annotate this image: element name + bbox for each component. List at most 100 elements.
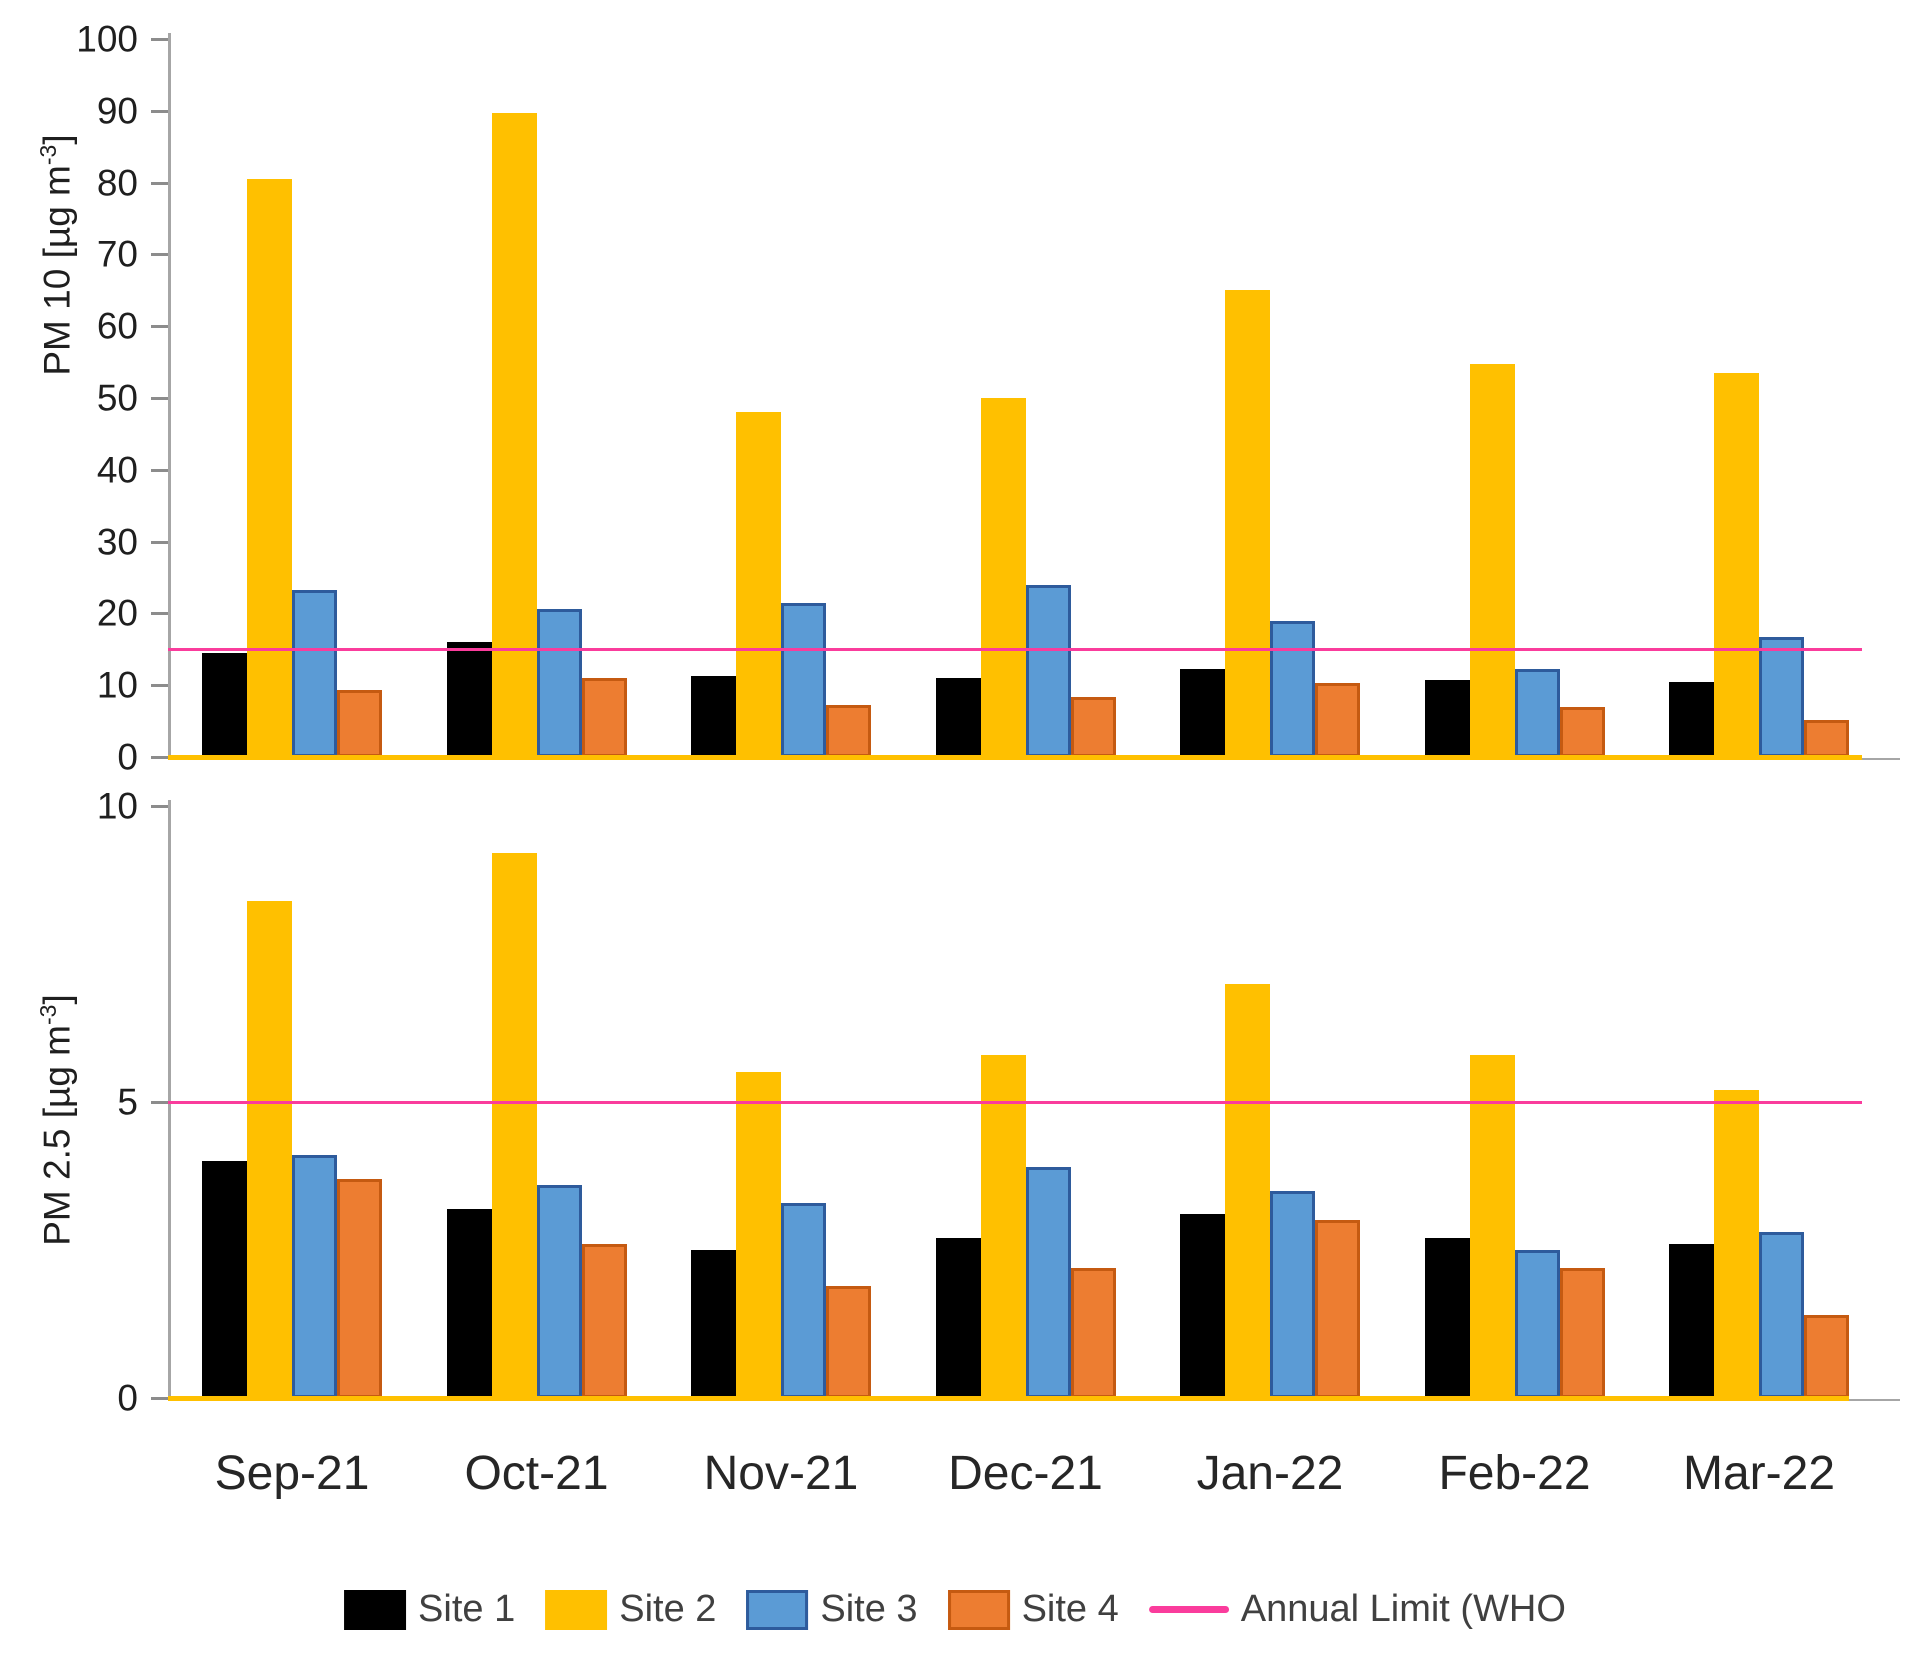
bar-site2-mar-22	[1714, 1090, 1759, 1398]
bar-site2-oct-21	[491, 853, 537, 1398]
y-tick-mark	[151, 109, 168, 113]
bar-site4-sep-21	[337, 1178, 382, 1398]
legend-label: Annual Limit (WHO	[1240, 1588, 1566, 1630]
legend-swatch-site2	[545, 1589, 608, 1630]
y-tick-mark	[151, 540, 168, 544]
pm10-axis-title-suffix: ]	[36, 134, 78, 145]
legend-swatch-site3	[746, 1589, 809, 1630]
bar-site2-jan-22	[1225, 290, 1270, 757]
legend-label: Site 4	[1021, 1588, 1119, 1630]
bar-site2-nov-21	[736, 1072, 781, 1398]
legend-item-site-4: Site 4	[947, 1588, 1119, 1631]
y-tick-label: 30	[96, 521, 138, 563]
x-axis-label-nov-21: Nov-21	[703, 1447, 859, 1500]
pm10-axis-title: PM 10 [µg m-3]	[24, 0, 77, 565]
legend-item-site-1: Site 1	[344, 1588, 515, 1631]
y-tick-label: 60	[96, 305, 138, 347]
pm25-axis-title-suffix: ]	[36, 994, 78, 1005]
bar-site2-feb-22	[1469, 1054, 1515, 1398]
legend-label: Site 1	[418, 1588, 516, 1630]
y-tick-mark	[151, 38, 168, 41]
bar-site4-nov-21	[826, 704, 871, 757]
bar-site3-mar-22	[1759, 637, 1804, 757]
pm25-axis-title-text: PM 2.5 [µg m	[36, 1024, 78, 1246]
y-tick-mark	[151, 1101, 168, 1104]
y-tick-label: 0	[117, 1377, 138, 1419]
bar-site3-sep-21	[292, 1155, 337, 1398]
x-axis-label-jan-22: Jan-22	[1196, 1447, 1344, 1500]
bar-site3-feb-22	[1514, 1250, 1560, 1398]
y-tick-mark	[151, 756, 168, 759]
bar-site1-sep-21	[202, 652, 247, 757]
bar-site4-mar-22	[1804, 1315, 1849, 1398]
y-tick-label: 70	[96, 233, 138, 275]
annual-limit-line	[168, 648, 1862, 652]
y-tick-mark	[151, 612, 168, 616]
bar-site1-nov-21	[691, 1250, 736, 1398]
bar-site3-feb-22	[1514, 669, 1560, 757]
y-axis-line	[168, 800, 171, 1398]
x-axis-baseline-yellow	[168, 755, 1862, 760]
bar-site3-jan-22	[1270, 620, 1315, 757]
bar-site3-nov-21	[781, 603, 826, 757]
y-tick-label: 5	[117, 1081, 138, 1123]
legend-swatch-site1	[344, 1589, 407, 1630]
bar-site1-dec-21	[935, 1238, 981, 1398]
bar-site4-oct-21	[581, 678, 627, 757]
bar-site2-nov-21	[736, 412, 781, 757]
y-tick-mark	[151, 397, 168, 400]
x-axis-label-oct-21: Oct-21	[464, 1447, 609, 1500]
bar-site2-feb-22	[1469, 363, 1515, 757]
bar-site2-dec-21	[980, 1054, 1026, 1398]
bar-site3-dec-21	[1025, 1167, 1071, 1398]
annual-limit-line	[168, 1101, 1862, 1104]
bar-site1-oct-21	[446, 1208, 492, 1398]
bar-site4-dec-21	[1070, 696, 1116, 757]
x-axis-label-sep-21: Sep-21	[214, 1447, 370, 1500]
y-tick-label: 50	[96, 377, 138, 419]
bar-site1-mar-22	[1669, 1244, 1714, 1398]
y-tick-label: 0	[117, 736, 138, 778]
bar-site2-mar-22	[1714, 372, 1759, 757]
legend-label: Site 2	[619, 1588, 717, 1630]
bar-site4-feb-22	[1559, 1267, 1605, 1398]
bar-site4-oct-21	[581, 1244, 627, 1398]
y-tick-label: 90	[96, 90, 138, 132]
bar-site4-jan-22	[1315, 1220, 1360, 1398]
pm25-axis-title-sup: -3	[35, 1004, 61, 1025]
pm10-axis-title-text: PM 10 [µg m	[36, 165, 78, 376]
y-tick-mark	[151, 253, 168, 257]
pm25-axis-title: PM 2.5 [µg m-3]	[24, 810, 77, 1430]
bar-site4-mar-22	[1804, 720, 1849, 757]
bar-site1-jan-22	[1180, 1214, 1225, 1398]
bar-site4-jan-22	[1315, 683, 1360, 757]
bar-site1-oct-21	[446, 642, 492, 757]
legend-line-swatch	[1148, 1606, 1229, 1613]
y-tick-mark	[151, 325, 168, 329]
y-tick-mark	[151, 1397, 168, 1400]
bar-site2-sep-21	[247, 900, 292, 1398]
legend-swatch-site4	[947, 1589, 1010, 1630]
bar-site3-mar-22	[1759, 1232, 1804, 1398]
y-tick-mark	[151, 805, 168, 808]
legend-item-site-3: Site 3	[746, 1588, 918, 1631]
bar-site4-dec-21	[1070, 1267, 1116, 1398]
legend-label: Site 3	[820, 1588, 918, 1630]
bar-site3-nov-21	[781, 1202, 826, 1398]
bar-site4-nov-21	[826, 1285, 871, 1398]
y-tick-label: 20	[96, 592, 138, 634]
bar-site3-sep-21	[292, 589, 337, 757]
legend-item-annual-limit-who: Annual Limit (WHO	[1148, 1588, 1566, 1631]
y-tick-label: 40	[96, 449, 138, 491]
bar-site3-oct-21	[536, 609, 582, 757]
x-axis-label-dec-21: Dec-21	[948, 1447, 1103, 1500]
bar-site2-oct-21	[491, 112, 537, 757]
legend-item-site-2: Site 2	[545, 1588, 716, 1631]
bar-site1-feb-22	[1424, 680, 1470, 757]
bar-site1-nov-21	[691, 675, 736, 757]
bar-site2-sep-21	[247, 179, 292, 757]
legend: Site 1 Site 2 Site 3 Site 4 Annual Limit (WH…	[344, 1588, 1566, 1631]
bar-site3-oct-21	[536, 1184, 582, 1398]
bar-site3-dec-21	[1025, 584, 1071, 757]
